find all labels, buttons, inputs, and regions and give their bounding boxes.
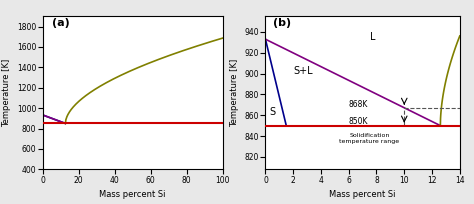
Text: (b): (b) [273, 18, 292, 28]
Text: L: L [370, 32, 375, 42]
Text: (a): (a) [52, 18, 69, 28]
X-axis label: Mass percent Si: Mass percent Si [329, 190, 396, 199]
X-axis label: Mass percent Si: Mass percent Si [100, 190, 166, 199]
Y-axis label: Temperature [K]: Temperature [K] [2, 59, 11, 127]
Text: 868K: 868K [349, 100, 368, 109]
Text: S+L: S+L [293, 65, 313, 75]
Text: S: S [270, 107, 276, 117]
Text: 850K: 850K [349, 116, 368, 125]
Text: Solidification
temperature range: Solidification temperature range [339, 133, 400, 144]
Y-axis label: Temperature [K]: Temperature [K] [230, 59, 239, 127]
